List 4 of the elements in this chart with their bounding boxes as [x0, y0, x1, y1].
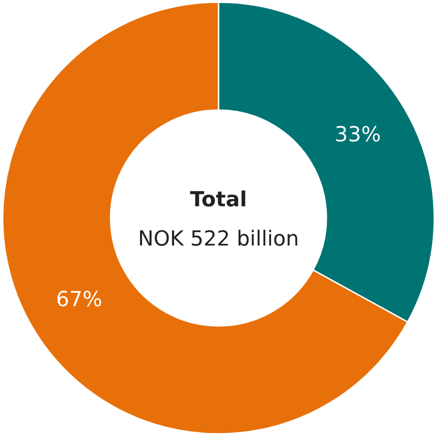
- data-label: 67%: [57, 290, 102, 306]
- data-label: 33%: [336, 126, 380, 142]
- text: NOK 522 billion: [140, 230, 298, 246]
- text: Total: [190, 190, 246, 207]
